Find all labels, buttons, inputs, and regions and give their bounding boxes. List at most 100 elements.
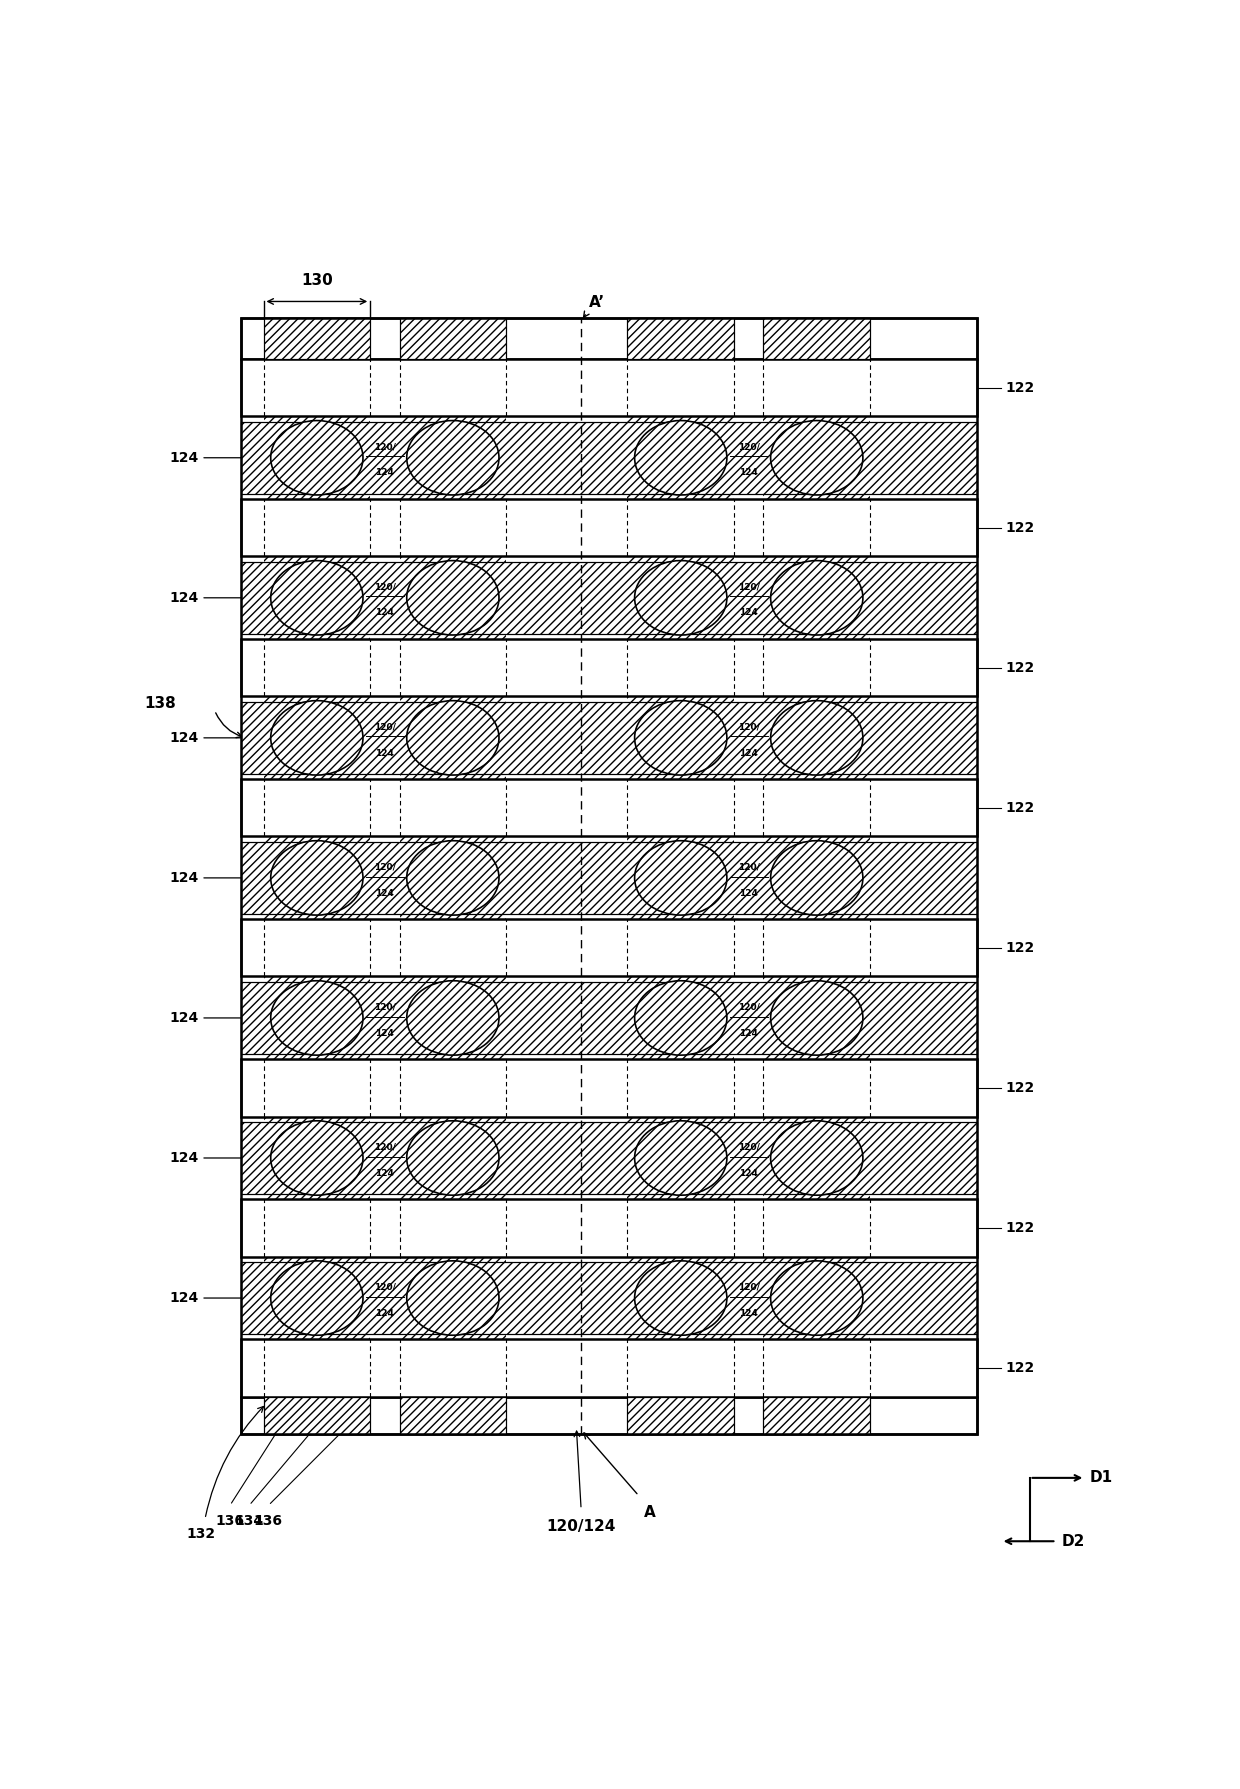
Text: 120/124: 120/124 [547,1519,616,1535]
Text: 130: 130 [301,272,332,288]
Ellipse shape [270,420,363,496]
Bar [627,1397,734,1433]
Text: 120/: 120/ [738,862,760,871]
Ellipse shape [407,841,498,916]
Text: 132: 132 [186,1528,216,1542]
Text: 124: 124 [376,608,394,617]
Text: 122: 122 [1006,660,1034,674]
Bar [242,318,977,1433]
Ellipse shape [270,560,363,635]
Bar [764,318,870,360]
Bar [399,318,506,1433]
Bar [264,318,371,1433]
Text: 136: 136 [254,1513,283,1528]
Bar [264,1397,371,1433]
Text: 124: 124 [739,1029,758,1038]
Ellipse shape [770,841,863,916]
Ellipse shape [270,841,363,916]
Bar [764,318,870,360]
Bar [242,639,977,696]
Bar [242,360,977,417]
Text: 124: 124 [739,889,758,898]
Bar [242,1122,977,1193]
Bar [242,1199,977,1256]
Ellipse shape [770,701,863,775]
Text: 124: 124 [376,1310,394,1318]
Ellipse shape [407,1261,498,1335]
Bar [242,562,977,633]
Text: 124: 124 [169,451,198,465]
Text: 124: 124 [739,748,758,757]
Text: 120/: 120/ [374,581,396,592]
Bar [764,1397,870,1433]
Bar [242,982,977,1054]
Bar [264,318,371,360]
Text: 120/: 120/ [738,442,760,451]
Bar [242,318,977,360]
Text: 122: 122 [1006,1361,1034,1376]
Ellipse shape [407,560,498,635]
Ellipse shape [635,701,727,775]
Ellipse shape [270,980,363,1056]
Bar [399,318,506,360]
Text: 120/: 120/ [374,1283,396,1292]
Text: 124: 124 [169,871,198,886]
Bar [399,318,506,360]
Text: 124: 124 [739,1168,758,1177]
Text: 124: 124 [376,1168,394,1177]
Text: D1: D1 [1090,1471,1114,1485]
Text: 120/: 120/ [374,442,396,451]
Bar [399,1397,506,1433]
Bar [242,843,977,914]
Text: 122: 122 [1006,941,1034,955]
Text: 120/: 120/ [738,1283,760,1292]
Ellipse shape [770,560,863,635]
Ellipse shape [635,1120,727,1195]
Ellipse shape [635,841,727,916]
Text: 120/: 120/ [374,1143,396,1152]
Ellipse shape [635,560,727,635]
Ellipse shape [270,1120,363,1195]
Text: 124: 124 [169,590,198,605]
Bar [242,982,977,1054]
Bar [242,422,977,494]
Bar [399,1397,506,1433]
Ellipse shape [770,1261,863,1335]
Bar [242,701,977,775]
Text: 124: 124 [376,469,394,478]
Ellipse shape [770,980,863,1056]
Text: 122: 122 [1006,521,1034,535]
Bar [242,1340,977,1397]
Text: 120/: 120/ [738,1002,760,1011]
Bar [242,499,977,556]
Text: 120/: 120/ [738,1143,760,1152]
Ellipse shape [635,420,727,496]
Text: 124: 124 [169,1011,198,1025]
Ellipse shape [407,701,498,775]
Text: A: A [644,1505,656,1521]
Text: 120/: 120/ [374,723,396,732]
Bar [242,1261,977,1335]
Text: 124: 124 [376,748,394,757]
Text: 120/: 120/ [374,862,396,871]
Bar [764,318,870,1433]
Ellipse shape [270,1261,363,1335]
Bar [264,1397,371,1433]
Text: 122: 122 [1006,381,1034,395]
Text: A’: A’ [589,295,605,309]
Text: 124: 124 [739,469,758,478]
Bar [627,318,734,360]
Text: 124: 124 [376,889,394,898]
Text: D2: D2 [1061,1533,1085,1549]
Ellipse shape [770,1120,863,1195]
Text: 122: 122 [1006,801,1034,814]
Text: 124: 124 [169,1150,198,1165]
Text: 120/: 120/ [374,1002,396,1011]
Ellipse shape [770,420,863,496]
Bar [627,318,734,1433]
Bar [242,1261,977,1335]
Bar [242,843,977,914]
Text: 124: 124 [169,732,198,744]
Text: 120/: 120/ [738,581,760,592]
Ellipse shape [407,980,498,1056]
